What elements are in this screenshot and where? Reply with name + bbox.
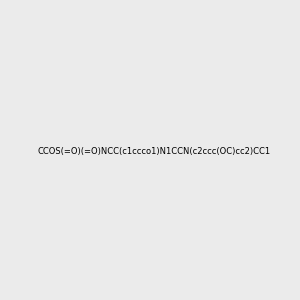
Text: CCOS(=O)(=O)NCC(c1ccco1)N1CCN(c2ccc(OC)cc2)CC1: CCOS(=O)(=O)NCC(c1ccco1)N1CCN(c2ccc(OC)c…	[37, 147, 270, 156]
